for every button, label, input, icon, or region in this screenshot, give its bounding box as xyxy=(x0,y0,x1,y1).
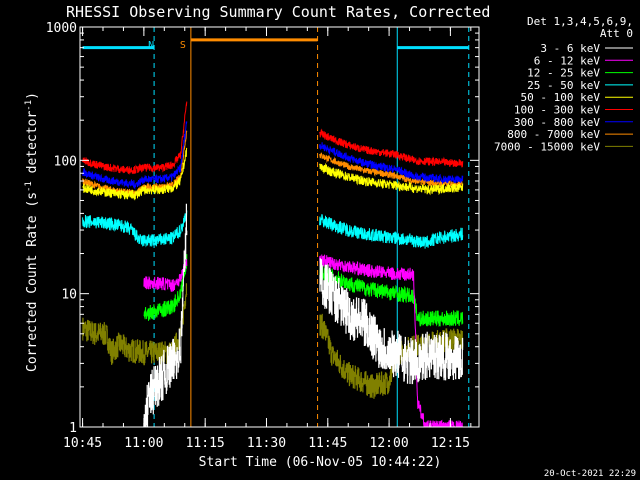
series-line-5-1 xyxy=(82,101,188,176)
series-line-3-2 xyxy=(319,214,464,249)
series-line-5-2 xyxy=(319,128,464,168)
legend-header-line1: Det 1,3,4,5,6,9, xyxy=(527,15,633,28)
x-tick-label: 11:00 xyxy=(124,436,163,451)
y-axis-label-sup1: -1 xyxy=(24,181,34,192)
legend-entry-label: 300 - 800 keV xyxy=(514,116,600,129)
legend-entry-label: 3 - 6 keV xyxy=(540,42,600,55)
axes-layer: 1 10 100 1000 10:45 11:00 11:15 11:30 11:45 12:00… xyxy=(46,21,480,451)
chart-title: RHESSI Observing Summary Count Rates, Co… xyxy=(66,3,490,21)
y-axis-label-main: Corrected Count Rate (s xyxy=(25,192,40,372)
series-line-1-1 xyxy=(143,258,188,292)
y-tick-label: 1000 xyxy=(46,21,77,36)
y-axis-label-sup2: -1 xyxy=(24,100,34,111)
legend-entry-label: 100 - 300 keV xyxy=(514,104,600,117)
x-tick-label: 12:00 xyxy=(370,436,409,451)
footer-timestamp: 20-Oct-2021 22:29 xyxy=(544,469,636,479)
x-tick-label: 12:15 xyxy=(431,436,470,451)
series-line-2-2 xyxy=(319,263,464,328)
legend-entry-label: 12 - 25 keV xyxy=(527,67,600,80)
y-axis-label-end: ) xyxy=(25,92,40,100)
legend-entry-label: 50 - 100 keV xyxy=(521,91,601,104)
series-line-1-2 xyxy=(319,254,463,427)
series-line-3-1 xyxy=(82,210,188,248)
legend-entry-label: 25 - 50 keV xyxy=(527,79,600,92)
legend-header-line2: Att 0 xyxy=(600,27,633,40)
y-axis-label-mid: detector xyxy=(25,111,40,182)
series-line-6-1 xyxy=(82,121,188,190)
series-line-2-1 xyxy=(143,254,188,321)
series-line-4-2 xyxy=(319,162,464,196)
x-axis-label: Start Time (06-Nov-05 10:44:22) xyxy=(199,455,442,470)
series-line-0-1 xyxy=(143,203,188,427)
plot-frame xyxy=(79,26,480,428)
series-line-7-2 xyxy=(319,152,463,188)
flag-label-s: S xyxy=(180,40,186,51)
y-tick-label: 100 xyxy=(54,154,77,169)
x-tick-label: 11:45 xyxy=(308,436,347,451)
series-line-0-2 xyxy=(319,258,464,385)
legend-entry-label: 6 - 12 keV xyxy=(534,54,601,67)
series-line-4-1 xyxy=(82,147,188,201)
legend-entry-label: 7000 - 15000 keV xyxy=(494,140,600,153)
x-tick-label: 11:15 xyxy=(186,436,225,451)
y-tick-label: 1 xyxy=(69,421,77,436)
legend-entry-label: 800 - 7000 keV xyxy=(507,128,600,141)
flag-label-n: N xyxy=(148,40,154,51)
y-tick-label: 10 xyxy=(61,288,77,303)
x-tick-label: 11:30 xyxy=(247,436,286,451)
series-line-6-2 xyxy=(319,142,464,185)
y-axis-label: Corrected Count Rate (s-1 detector-1) xyxy=(24,92,40,372)
x-tick-label: 10:45 xyxy=(63,436,102,451)
